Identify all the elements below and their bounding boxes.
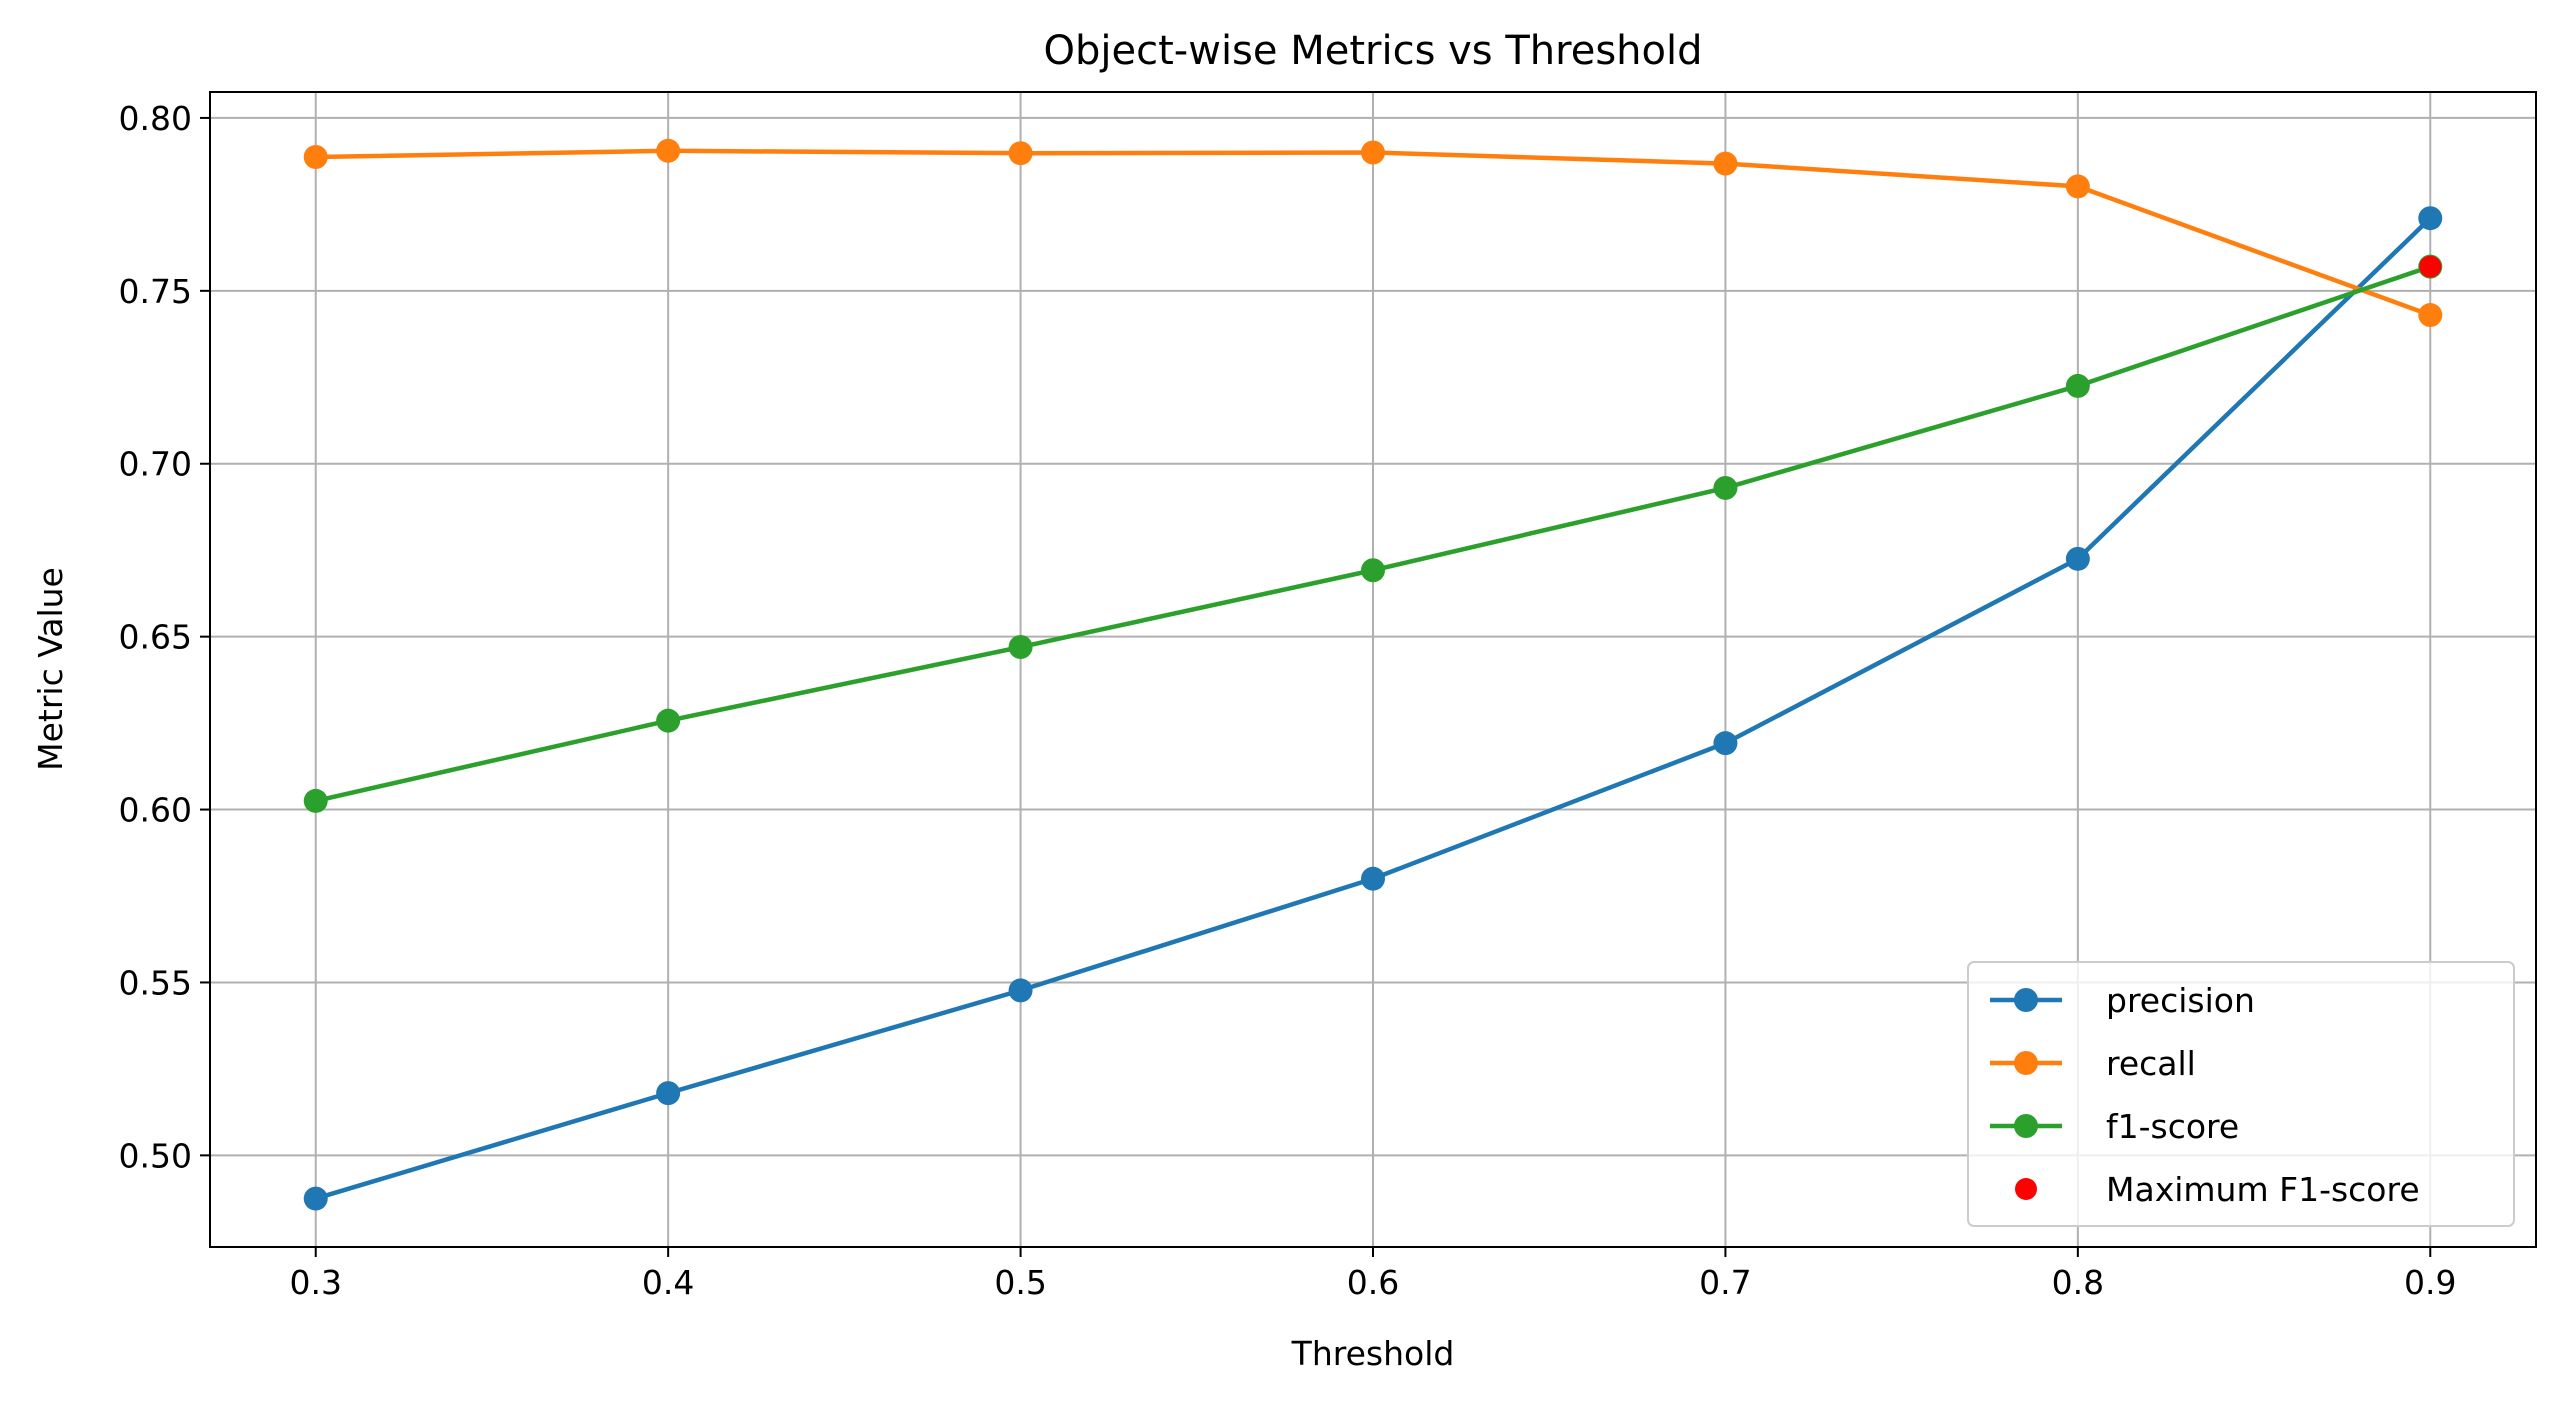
legend-frame [1967, 961, 2515, 1227]
y-tick-label: 0.75 [119, 272, 192, 311]
legend: precision recall f1-score Maximum F1-score [1967, 961, 2515, 1227]
y-tick-label: 0.80 [119, 99, 192, 138]
data-point-precision [2418, 206, 2443, 231]
legend-marker-f1-score [2014, 1114, 2038, 1138]
legend-marker-precision [2014, 988, 2038, 1012]
x-tick-label: 0.9 [2404, 1263, 2456, 1302]
data-point-recall [656, 138, 681, 163]
y-tick-label: 0.50 [119, 1136, 192, 1175]
data-point-precision [1713, 731, 1738, 756]
legend-marker-max-f1 [2015, 1178, 2037, 1200]
series-layer [303, 138, 2443, 1211]
data-point-precision [2065, 546, 2090, 571]
data-point-recall [303, 145, 328, 170]
data-point-precision [1361, 866, 1385, 891]
data-point-f1-score [656, 708, 681, 733]
data-point-precision [656, 1081, 681, 1106]
x-tick-label: 0.6 [1347, 1263, 1399, 1302]
grid [210, 92, 2536, 1247]
data-point-f1-score [303, 788, 328, 813]
data-point-f1-score [1713, 475, 1738, 500]
data-point-recall [1361, 140, 1385, 165]
axis-ticks: 0.3 0.4 0.5 0.6 0.7 0.8 0.9 0.50 0.55 0.60 0.65 0.7… [119, 99, 2457, 1302]
data-point-f1-score [1361, 558, 1385, 583]
legend-label: Maximum F1-score [2106, 1170, 2420, 1209]
data-point-recall [2418, 303, 2443, 328]
data-point-precision [1008, 978, 1033, 1003]
x-tick-label: 0.7 [1699, 1263, 1751, 1302]
legend-label: recall [2106, 1044, 2196, 1083]
legend-marker-recall [2014, 1051, 2038, 1075]
max-f1-marker [2419, 255, 2442, 278]
data-point-precision [303, 1186, 328, 1211]
y-axis-label: Metric Value [31, 567, 70, 771]
legend-label: f1-score [2106, 1107, 2239, 1146]
x-tick-label: 0.4 [642, 1263, 694, 1302]
data-point-recall [2065, 174, 2090, 199]
y-tick-label: 0.55 [119, 963, 192, 1002]
x-tick-label: 0.8 [2052, 1263, 2104, 1302]
x-tick-label: 0.5 [994, 1263, 1046, 1302]
data-point-recall [1008, 141, 1033, 166]
y-tick-label: 0.60 [119, 791, 192, 830]
x-axis-label: Threshold [1291, 1334, 1455, 1373]
legend-label: precision [2106, 981, 2255, 1020]
data-point-recall [1713, 151, 1738, 176]
y-tick-label: 0.65 [119, 618, 192, 657]
chart-title: Object-wise Metrics vs Threshold [1044, 28, 1703, 74]
data-point-f1-score [1008, 635, 1033, 660]
data-point-f1-score [2065, 373, 2090, 398]
y-tick-label: 0.70 [119, 445, 192, 484]
x-tick-label: 0.3 [289, 1263, 341, 1302]
